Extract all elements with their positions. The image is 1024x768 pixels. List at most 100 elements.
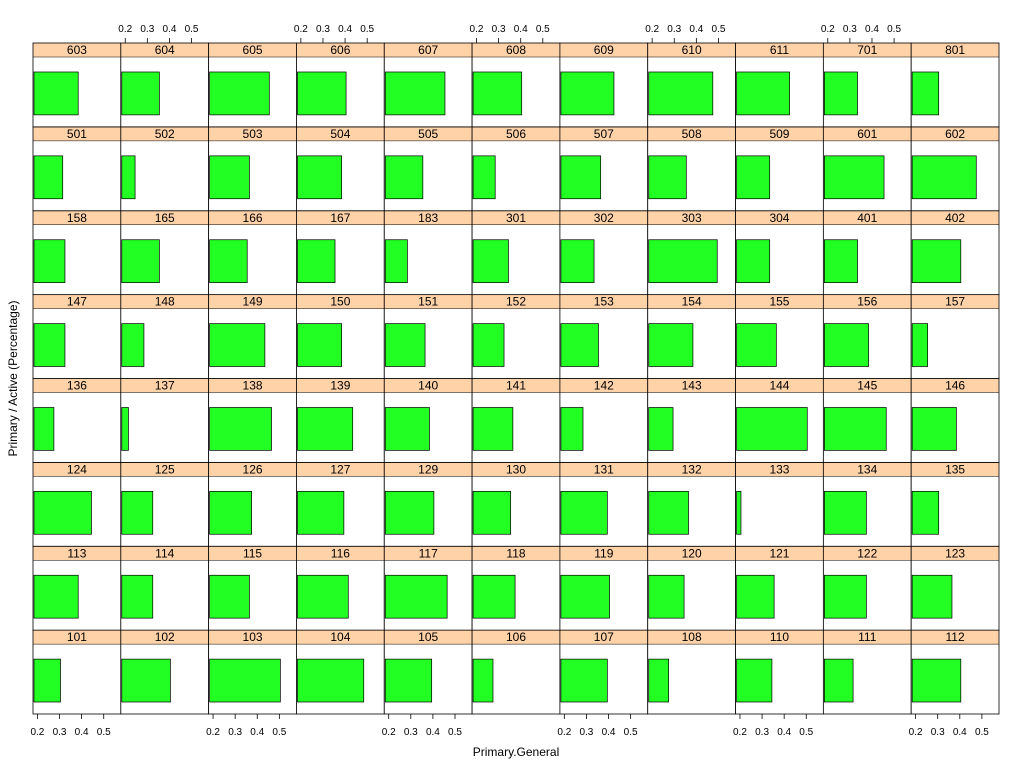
x-tick-label: 0.4 xyxy=(162,24,176,35)
bar xyxy=(472,239,509,283)
panel-503: 503 xyxy=(208,126,297,212)
x-tick-label: 0.3 xyxy=(140,24,154,35)
strip xyxy=(647,210,736,225)
strip-label: 302 xyxy=(594,211,614,225)
strip-label: 166 xyxy=(243,211,263,225)
panel-122: 122 xyxy=(822,545,912,631)
bar xyxy=(911,658,962,703)
strip-label: 116 xyxy=(331,546,350,560)
bar xyxy=(297,71,347,116)
panel-135: 135 xyxy=(910,461,1000,547)
x-tick-label: 0.5 xyxy=(536,24,550,35)
panel-border xyxy=(910,42,1000,128)
panel-119: 119 xyxy=(559,545,649,631)
strip xyxy=(823,294,912,309)
strip-label: 304 xyxy=(769,211,789,225)
x-tick-label: 0.5 xyxy=(711,24,725,35)
strip-label: 144 xyxy=(769,379,789,393)
panel-302: 302 xyxy=(559,210,649,296)
panel-608: 608 xyxy=(471,42,561,128)
strip xyxy=(33,43,121,57)
bar xyxy=(824,323,869,367)
strip-label: 150 xyxy=(330,295,350,309)
panel-144: 144 xyxy=(735,378,824,463)
strip xyxy=(647,630,736,645)
bar xyxy=(824,658,854,703)
panel-158: 158 xyxy=(32,210,122,296)
strip-label: 503 xyxy=(243,127,263,141)
bar xyxy=(384,658,433,703)
strip-label: 107 xyxy=(594,630,614,644)
strip-label: 509 xyxy=(769,127,789,141)
x-tick-label: 0.2 xyxy=(821,24,835,35)
bar xyxy=(33,407,55,451)
strip-label: 137 xyxy=(155,379,175,393)
strip xyxy=(472,378,560,393)
strip xyxy=(647,126,736,141)
strip-label: 118 xyxy=(506,546,525,560)
panel-605: 605 xyxy=(208,42,297,128)
panel-151: 151 xyxy=(383,294,473,379)
strip-label: 125 xyxy=(155,462,175,476)
strip-label: 111 xyxy=(858,630,877,644)
strip-label: 506 xyxy=(506,127,526,141)
x-tick-label: 0.4 xyxy=(689,24,703,35)
bar xyxy=(648,71,714,116)
bar xyxy=(911,239,962,283)
panel-508: 508 xyxy=(647,126,736,212)
panel-127: 127 xyxy=(296,461,385,547)
strip xyxy=(208,546,297,561)
strip xyxy=(472,546,560,561)
strip xyxy=(647,294,736,309)
bar xyxy=(472,71,523,116)
x-tick-label: 0.2 xyxy=(557,727,571,738)
bar xyxy=(736,323,777,367)
strip xyxy=(472,43,560,57)
panel-116: 116 xyxy=(296,545,385,631)
strip-label: 303 xyxy=(682,211,702,225)
strip xyxy=(296,126,385,141)
strip-label: 138 xyxy=(243,379,263,393)
strip xyxy=(911,210,999,225)
strip xyxy=(823,630,912,645)
panel-129: 129 xyxy=(383,461,473,547)
panel-141: 141 xyxy=(471,378,561,463)
strip-label: 127 xyxy=(330,462,350,476)
bar xyxy=(297,323,343,367)
x-tick-label: 0.4 xyxy=(75,727,89,738)
strip-label: 701 xyxy=(857,43,877,57)
strip xyxy=(120,210,209,225)
x-tick-label: 0.5 xyxy=(799,727,813,738)
bar xyxy=(384,323,426,367)
x-tick-label: 0.4 xyxy=(426,727,440,738)
strip xyxy=(384,294,473,309)
strip xyxy=(472,210,560,225)
panel-167: 167 xyxy=(296,210,385,296)
panel-118: 118 xyxy=(471,545,561,631)
bar xyxy=(384,574,448,619)
bar xyxy=(209,71,270,116)
strip-label: 132 xyxy=(682,462,702,476)
strip xyxy=(559,462,648,477)
strip xyxy=(559,378,648,393)
strip-label: 504 xyxy=(330,127,350,141)
strip-label: 121 xyxy=(769,546,789,560)
strip xyxy=(296,378,385,393)
x-tick-label: 0.2 xyxy=(733,727,747,738)
strip xyxy=(559,630,648,645)
strip-label: 152 xyxy=(506,295,526,309)
panel-146: 146 xyxy=(910,378,1000,463)
strip xyxy=(559,43,648,57)
strip xyxy=(823,210,912,225)
bar xyxy=(824,71,858,116)
panel-607: 607 xyxy=(383,42,473,128)
strip-label: 147 xyxy=(67,295,87,309)
panel-401: 401 xyxy=(822,210,912,296)
strip-label: 134 xyxy=(857,462,877,476)
bar xyxy=(648,407,674,451)
bar xyxy=(384,491,435,535)
panel-134: 134 xyxy=(822,461,912,547)
strip-label: 133 xyxy=(769,462,789,476)
x-tick-label: 0.4 xyxy=(602,727,616,738)
panel-701: 701 xyxy=(822,42,912,128)
